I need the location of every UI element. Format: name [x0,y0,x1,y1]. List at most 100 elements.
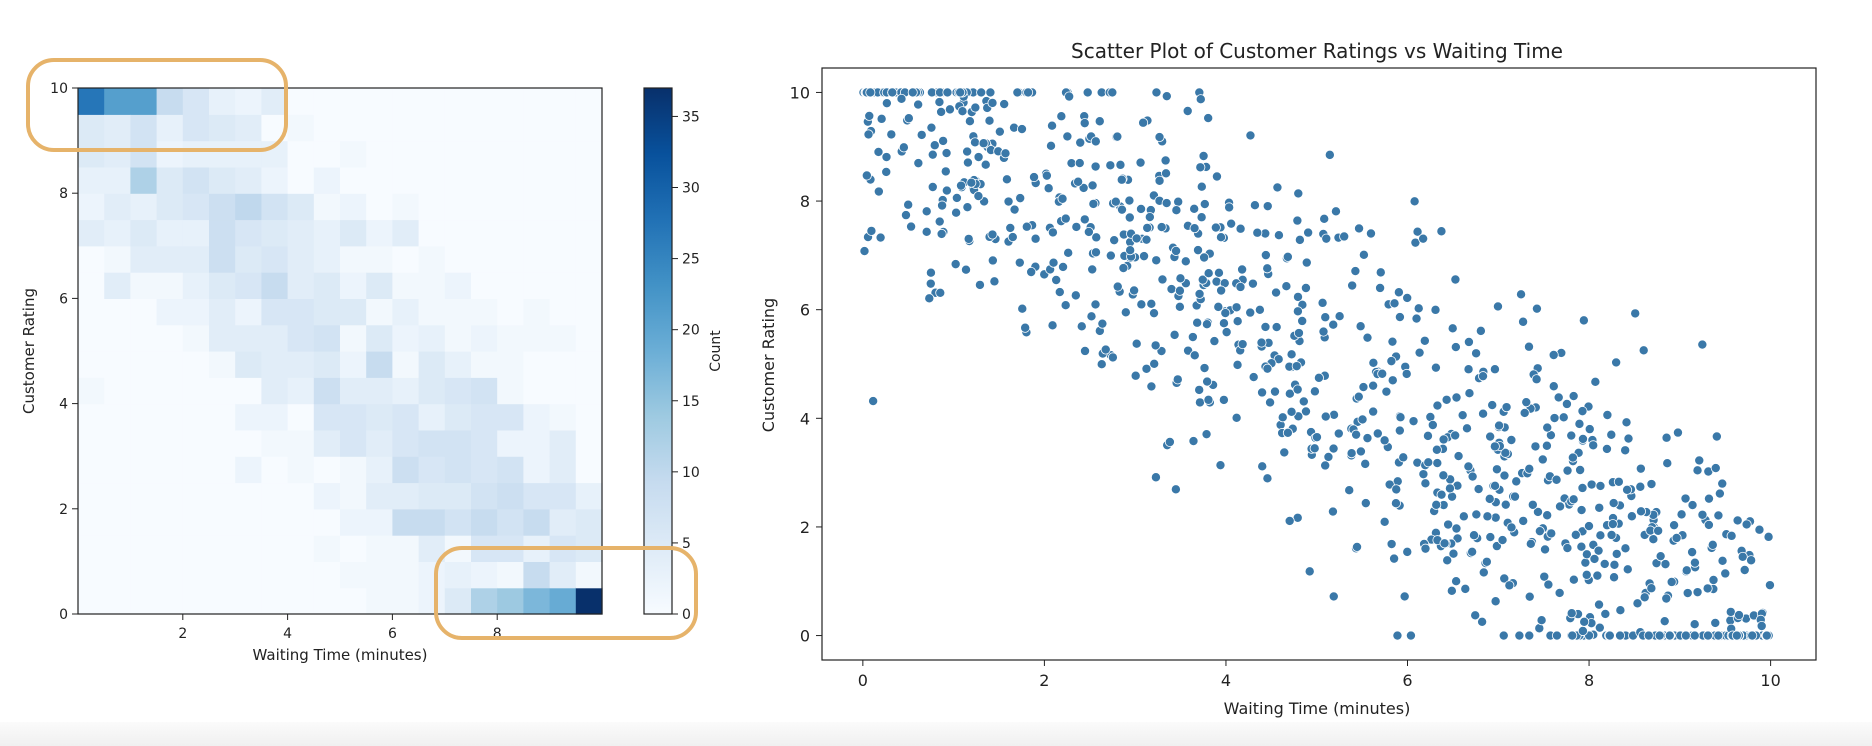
scatter-point [873,186,884,197]
heatmap-cell [156,219,184,247]
scatter-point [973,152,984,163]
scatter-point [1646,479,1657,490]
scatter-point [1328,319,1339,330]
scatter-point [1256,337,1267,348]
scatter-point [1463,461,1474,472]
scatter-point [1568,391,1579,402]
heatmap-cell [78,587,105,615]
scatter-point [861,170,872,181]
scatter-point [1351,429,1362,440]
heatmap-cell [366,219,393,247]
heatmap-cell [418,193,446,221]
heatmap-cell [209,166,236,194]
heatmap-cell [366,88,393,115]
heatmap-cell [497,140,524,168]
scatter-point [1362,433,1373,444]
heatmap-cell [287,403,315,431]
heatmap-cell [418,587,446,615]
scatter-point [1087,180,1098,191]
scatter-point [1562,465,1573,476]
scatter-point [1330,206,1341,217]
heatmap-cell [575,561,603,589]
colorbar-tick-label: 25 [682,252,700,268]
scatter-point [951,207,962,218]
heatmap-cell [444,219,472,247]
scatter-point [1578,315,1589,326]
heatmap-cell [235,193,262,221]
scatter-point [1436,489,1447,500]
scatter-point [987,255,998,266]
heatmap-cell [497,166,524,194]
scatter-point [1577,406,1588,417]
scatter-point [1490,480,1501,491]
scatter-point [1130,370,1141,381]
scatter-point [1074,158,1085,169]
scatter-point [1669,520,1680,531]
scatter-point [1458,511,1469,522]
scatter-point [1368,357,1379,368]
scatter-point [1622,484,1633,495]
heatmap-cell [104,456,131,484]
scatter-point [1100,344,1111,355]
scatter-point [1566,430,1577,441]
heatmap-cell [78,166,105,194]
scatter-point [1379,435,1390,446]
scatter-point [1023,87,1034,98]
scatter-x-axis-label: Waiting Time (minutes) [1224,699,1411,718]
heatmap-cell [549,114,577,142]
scatter-point [865,87,876,98]
scatter-point [1621,417,1632,428]
scatter-point [1358,382,1369,393]
scatter-point [1453,451,1464,462]
scatter-point [1245,307,1256,318]
heatmap-cell [78,88,105,115]
scatter-point [1164,437,1175,448]
scatter-point [1620,445,1631,456]
heatmap-cell [209,88,236,115]
scatter-point [1567,452,1578,463]
scatter-point [1491,464,1502,475]
scatter-point [1611,357,1622,368]
scatter-point [1518,515,1529,526]
scatter-y-tick-label: 2 [800,518,810,537]
scatter-point [1292,306,1303,317]
heatmap-cell [523,508,551,536]
scatter-point [1602,409,1613,420]
heatmap-y-tick-label: 2 [59,502,68,518]
scatter-point [1047,227,1058,238]
heatmap-cell [313,193,341,221]
scatter-point [1218,394,1229,405]
scatter-point [1511,476,1522,487]
scatter-point [974,279,985,290]
heatmap-cell [104,587,131,615]
heatmap-cell [235,351,262,378]
heatmap-cell [497,482,524,510]
heatmap-cell [182,324,210,352]
heatmap-cell [523,324,551,352]
scatter-point [1457,410,1468,421]
scatter-point [1703,519,1714,530]
scatter-point [1408,416,1419,427]
scatter-point [1082,87,1093,98]
heatmap-cell [340,114,367,142]
heatmap-cell [340,245,367,273]
scatter-point [1109,235,1120,246]
scatter-point [1542,422,1553,433]
scatter-point [1671,532,1682,543]
scatter-point [1478,371,1489,382]
scatter-point [1451,523,1462,534]
scatter-point [1201,429,1212,440]
scatter-point [1213,267,1224,278]
heatmap-cell [261,587,289,615]
scatter-point [1375,282,1386,293]
scatter-point [1600,608,1611,619]
scatter-point [1737,551,1748,562]
scatter-point [1444,483,1455,494]
scatter-point [1090,247,1101,258]
scatter-point [1218,318,1229,329]
scatter-point [1060,300,1071,311]
scatter-point [1489,364,1500,375]
scatter-point [978,138,989,149]
scatter-point [1175,273,1186,284]
heatmap-cell [523,245,551,273]
